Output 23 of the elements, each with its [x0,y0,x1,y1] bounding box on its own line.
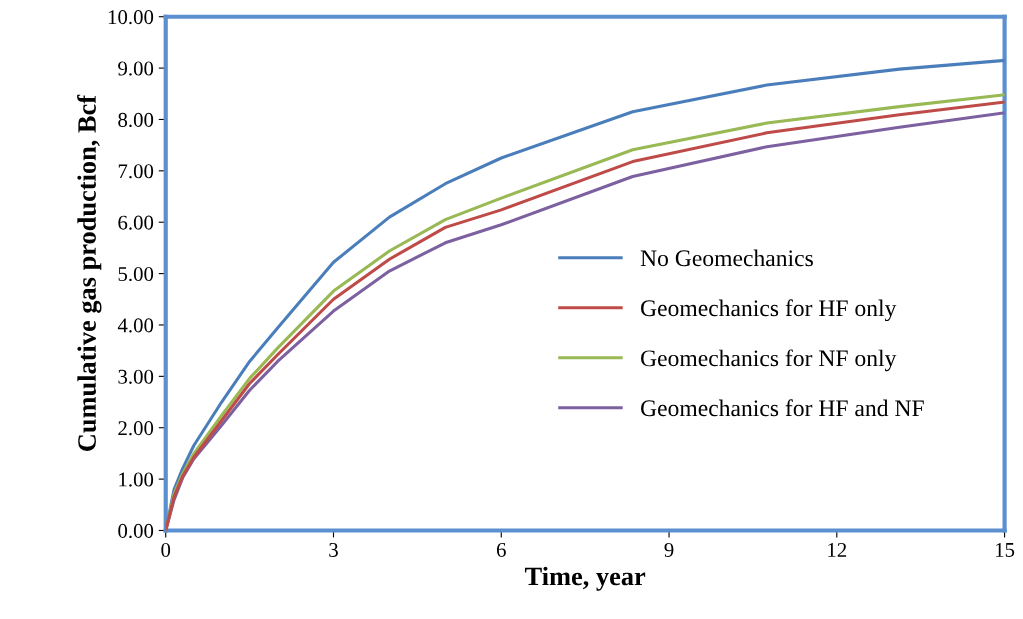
y-tick-label: 9.00 [118,61,154,76]
y-tick-label: 4.00 [117,318,154,333]
y-tick-label: 2.00 [118,421,154,436]
y-tick-label: 5.00 [118,266,154,282]
x-tick-label: 12 [828,542,847,557]
x-tick-label: 15 [996,542,1015,557]
legend-label: Geomechanics for NF only [641,349,897,372]
y-tick-label: 7.00 [118,164,154,179]
x-tick-label: 6 [496,542,506,557]
legend-label: Geomechanics for HF and NF [641,399,924,417]
y-tick-label: 8.00 [118,112,154,127]
y-tick-label: 0.00 [118,523,154,539]
y-axis-title: Cumulative gas production, Bcf [77,94,102,451]
x-axis-title: Time, year [524,566,646,591]
y-tick-label: 1.00 [119,472,154,487]
x-tick-label: 9 [664,542,674,557]
legend-label: No Geomechanics [640,249,813,267]
y-tick-label: 6.00 [118,215,154,230]
y-tick-label: 10.00 [108,10,154,25]
legend-label: Geomechanics for HF only [641,299,897,322]
x-tick-label: 3 [329,542,338,557]
x-tick-label: 0 [161,542,171,557]
y-tick-label: 3.00 [118,369,154,384]
